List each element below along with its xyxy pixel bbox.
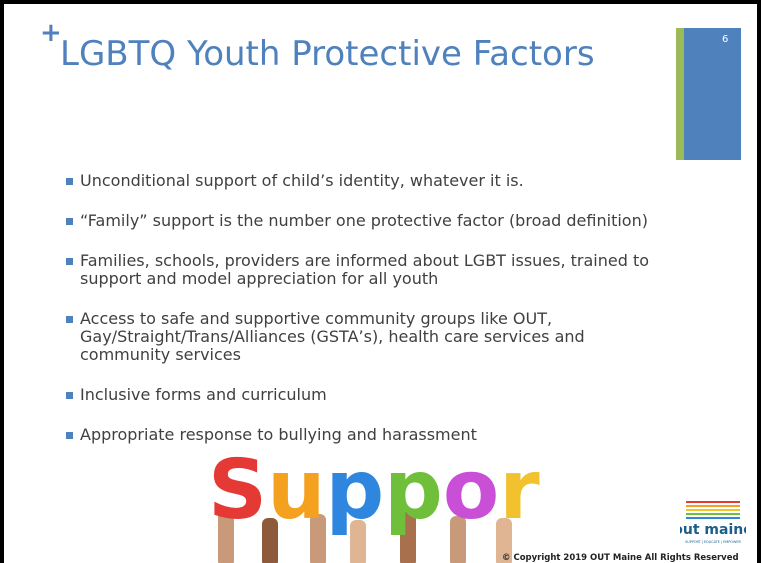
- logo: out maine SUPPORT | EDUCATE | EMPOWER: [680, 474, 746, 554]
- slide-title: LGBTQ Youth Protective Factors: [60, 34, 595, 74]
- accent-bar: [676, 28, 684, 160]
- support-letter: o: [443, 443, 499, 538]
- bullet-list: Unconditional support of child’s identit…: [66, 172, 656, 466]
- bullet: Families, schools, providers are informe…: [66, 252, 656, 288]
- bullet: Unconditional support of child’s identit…: [66, 172, 656, 190]
- logo-name: out maine: [680, 522, 746, 538]
- accent-box: [684, 28, 741, 160]
- slide-marker: +: [40, 18, 62, 48]
- logo-tagline: SUPPORT | EDUCATE | EMPOWER: [685, 540, 741, 544]
- bullet: Access to safe and supportive community …: [66, 310, 656, 364]
- bullet: Inclusive forms and curriculum: [66, 386, 656, 404]
- support-letter: p: [325, 443, 384, 538]
- copyright: © Copyright 2019 OUT Maine All Rights Re…: [502, 553, 739, 563]
- logo-stripes: [686, 502, 740, 518]
- support-letter: r: [499, 443, 540, 538]
- support-letter: u: [267, 443, 325, 538]
- bullet: “Family” support is the number one prote…: [66, 212, 656, 230]
- support-letter: S: [208, 443, 267, 538]
- support-image: Support: [200, 440, 540, 563]
- slide-number: 6: [722, 34, 728, 45]
- slide: + LGBTQ Youth Protective Factors 6 Uncon…: [0, 0, 761, 563]
- support-word: Support: [208, 443, 540, 538]
- support-letter: p: [384, 443, 443, 538]
